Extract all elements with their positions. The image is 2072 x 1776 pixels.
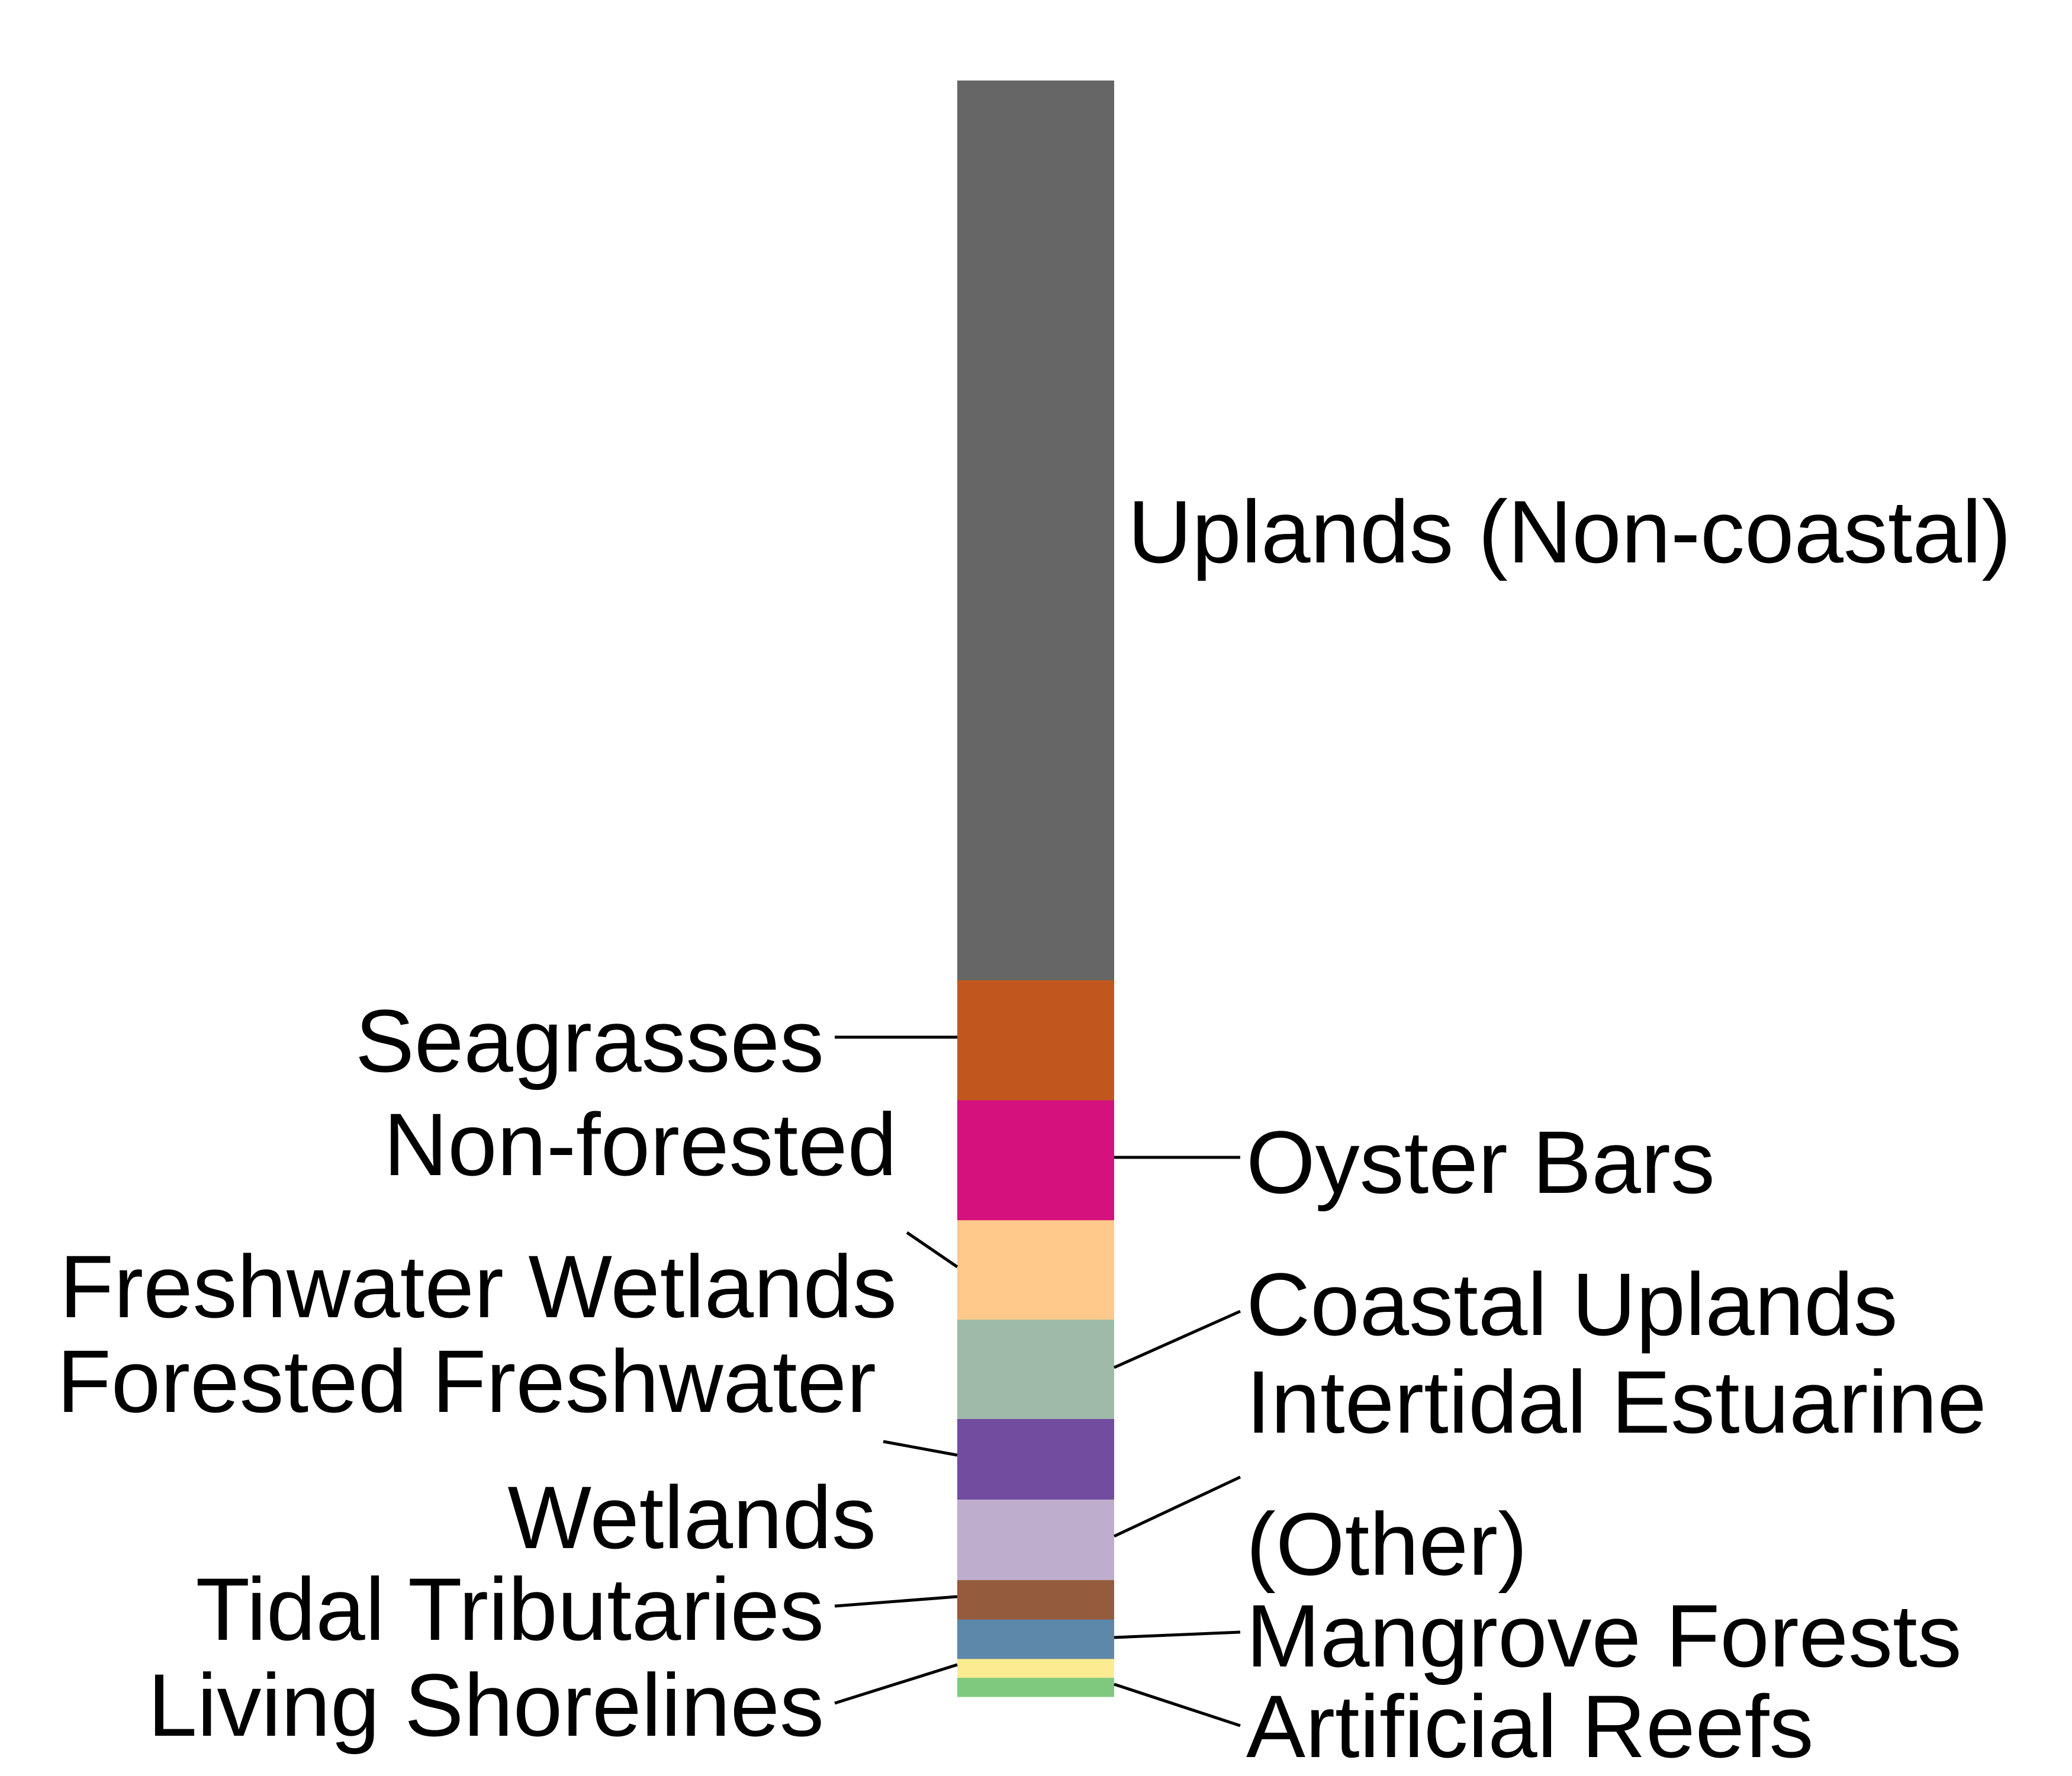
label-non-forested-freshwater-wetlands-line-1: Non-forested [384,1095,897,1194]
bar-segment-forested-freshwater-wetlands [957,1419,1114,1500]
bar-segment-coastal-uplands [957,1320,1114,1420]
bar-segment-tidal-tributaries [957,1580,1114,1620]
label-seagrasses: Seagrasses [355,991,824,1090]
label-oyster-bars: Oyster Bars [1246,1112,1715,1212]
bar-segment-mangrove-forests [957,1619,1114,1659]
bar-segment-non-forested-freshwater-wetlands [957,1220,1114,1320]
leader-line-coastal-uplands [1113,1310,1241,1369]
segment-labels: Uplands (Non-coastal) Seagrasses Oyster Ba… [57,482,2011,1776]
label-artificial-reefs: Artificial Reefs [1246,1677,1814,1776]
bar-segment-artificial-reefs [957,1678,1114,1697]
bar-segment-living-shorelines [957,1659,1114,1678]
leader-line-artificial-reefs [1114,1682,1241,1727]
leader-line-living-shorelines [834,1663,958,1705]
leader-line-mangrove-forests [1114,1630,1241,1639]
bar-segment-seagrasses [957,980,1114,1101]
leader-line-intertidal-estuarine-other [1113,1475,1241,1538]
label-tidal-tributaries: Tidal Tributaries [196,1559,825,1659]
label-forested-freshwater-wetlands-line-1: Forested Freshwater [57,1331,876,1431]
leader-lines [834,1035,1241,1727]
label-intertidal-estuarine-other-line-1: Intertidal Estuarine [1246,1352,1987,1452]
label-living-shorelines: Living Shorelines [148,1655,824,1755]
label-uplands-non-coastal: Uplands (Non-coastal) [1128,482,2011,581]
bar-segment-intertidal-estuarine-other [957,1500,1114,1581]
label-non-forested-freshwater-wetlands-line-2: Freshwater Wetlands [60,1237,897,1336]
leader-line-forested-freshwater-wetlands [883,1440,958,1457]
label-intertidal-estuarine-other-line-2: (Other) [1246,1494,1527,1594]
label-forested-freshwater-wetlands-line-2: Wetlands [507,1468,876,1567]
label-coastal-uplands: Coastal Uplands [1246,1254,1898,1354]
label-mangrove-forests: Mangrove Forests [1246,1586,1962,1685]
leader-line-tidal-tributaries [834,1595,958,1608]
bar-segment-oyster-bars [957,1100,1114,1221]
bar-segments [957,81,1114,1697]
bar-segment-uplands-non-coastal [957,81,1114,981]
leader-line-non-forested-freshwater-wetlands [906,1231,958,1269]
